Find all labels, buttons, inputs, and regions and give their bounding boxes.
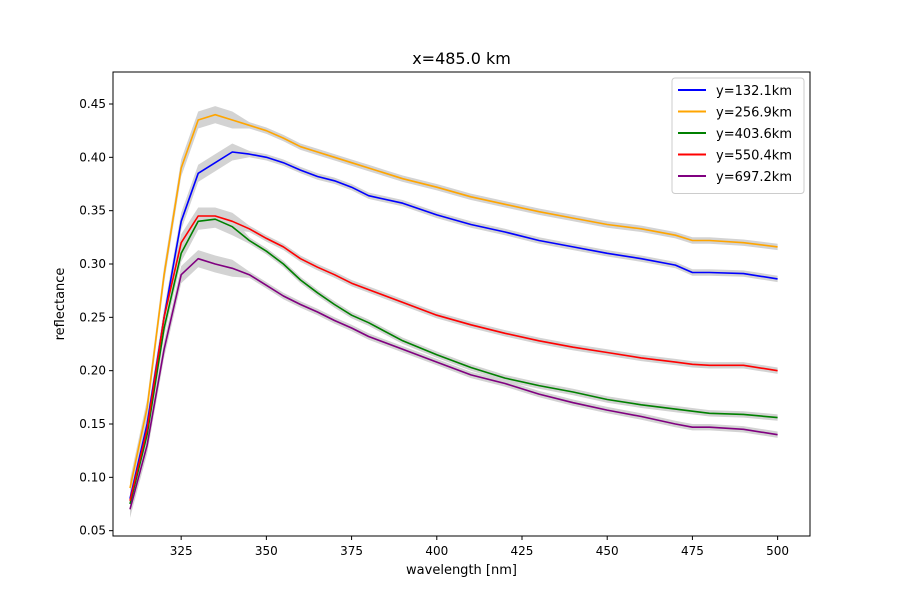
x-tick-label: 375 (340, 544, 363, 558)
x-tick-label: 325 (170, 544, 193, 558)
x-tick-label: 425 (511, 544, 534, 558)
legend-label: y=132.1km (716, 84, 792, 99)
legend: y=132.1km y=256.9km y=403.6km y=550.4km y=69… (671, 77, 805, 194)
y-tick-label: 0.20 (79, 364, 106, 378)
series-lines (129, 113, 778, 510)
x-axis-ticks: 325 350 375 400 425 450 475 500 (170, 536, 789, 558)
chart-title: x=485.0 km (412, 49, 511, 68)
y-tick-label: 0.35 (79, 204, 106, 218)
y-axis-ticks: 0.05 0.10 0.15 0.20 0.25 0.30 0.35 0.40 0.45 (79, 97, 113, 538)
y-tick-label: 0.30 (79, 257, 106, 271)
y-tick-label: 0.15 (79, 417, 106, 431)
x-axis-label: wavelength [nm] (406, 563, 517, 578)
y-tick-label: 0.25 (79, 310, 106, 324)
x-tick-label: 500 (766, 544, 789, 558)
series-5-line (129, 257, 778, 510)
legend-label: y=256.9km (716, 106, 792, 121)
y-tick-label: 0.40 (79, 150, 106, 164)
legend-label: y=550.4km (716, 149, 792, 164)
plot-area-frame (112, 71, 811, 537)
y-tick-label: 0.45 (79, 97, 106, 111)
series-2-line (129, 113, 778, 489)
series-3-line (129, 218, 778, 505)
x-tick-label: 400 (425, 544, 448, 558)
x-tick-label: 350 (255, 544, 278, 558)
x-tick-label: 475 (681, 544, 704, 558)
y-axis-label: reflectance (53, 268, 68, 341)
x-tick-label: 450 (596, 544, 619, 558)
legend-label: y=697.2km (716, 170, 792, 185)
legend-label: y=403.6km (716, 127, 792, 142)
legend-box (671, 77, 805, 194)
y-tick-label: 0.10 (79, 470, 106, 484)
y-tick-label: 0.05 (79, 524, 106, 538)
series-1-band (130, 143, 778, 508)
series-4-line (129, 215, 778, 501)
series-1-line (129, 151, 778, 499)
